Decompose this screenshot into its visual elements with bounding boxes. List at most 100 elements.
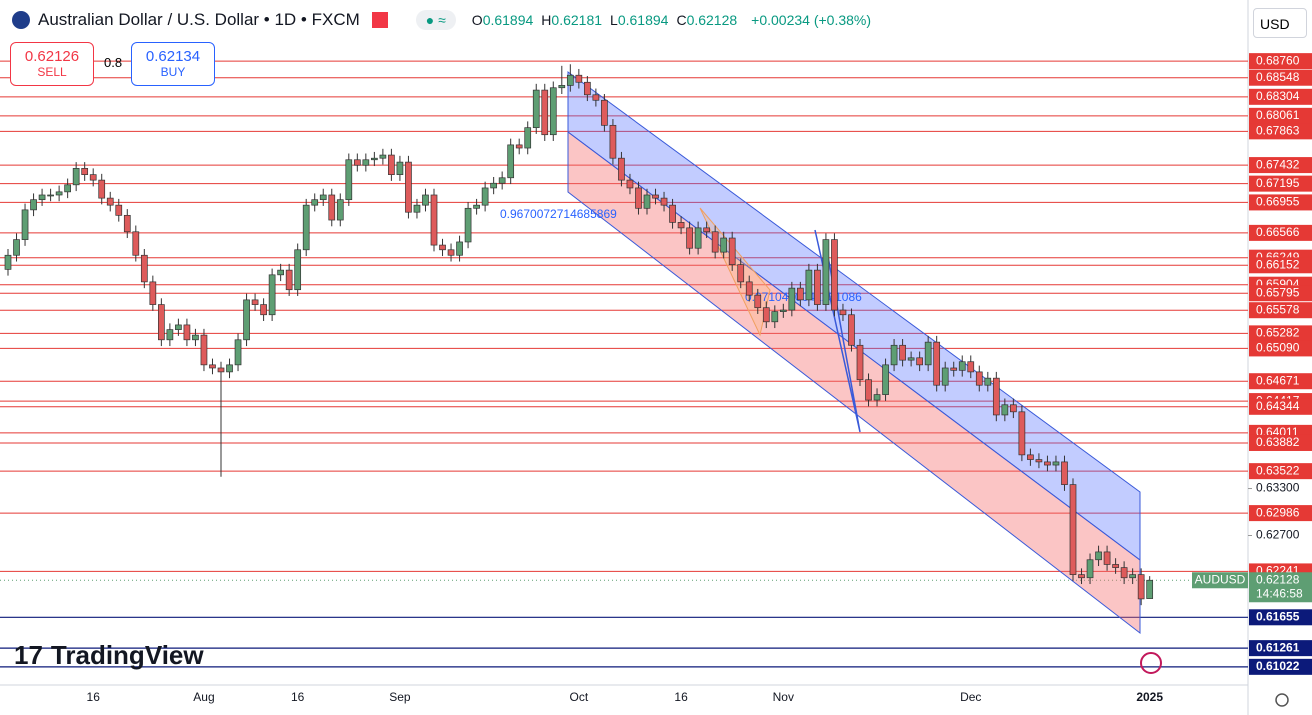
candle-body bbox=[396, 161, 404, 175]
candle-body bbox=[1137, 574, 1145, 600]
candle-body bbox=[839, 309, 847, 316]
candle-body bbox=[149, 281, 157, 305]
alert-icon[interactable] bbox=[371, 12, 388, 28]
logo-mark: 17 bbox=[14, 640, 43, 670]
candle-body bbox=[405, 161, 412, 213]
candle-body bbox=[302, 204, 310, 251]
candle-body bbox=[243, 299, 250, 341]
ohlc-key: C bbox=[676, 12, 687, 28]
level-label: 0.68548 bbox=[1256, 70, 1300, 84]
level-label-box bbox=[1249, 69, 1312, 86]
ohlc-value: 0.61894 bbox=[617, 12, 669, 28]
candle-body bbox=[192, 334, 199, 341]
candle-body bbox=[720, 237, 728, 253]
candle-body bbox=[652, 194, 659, 199]
candle-body bbox=[413, 204, 421, 213]
ohlc-key: H bbox=[541, 12, 552, 28]
candle-body bbox=[447, 249, 455, 256]
level-label: 0.61655 bbox=[1256, 609, 1300, 623]
level-label-box bbox=[1249, 325, 1312, 342]
candle-body bbox=[592, 94, 600, 101]
candle-body bbox=[882, 364, 889, 395]
level-label-box bbox=[1249, 257, 1312, 274]
candle-body bbox=[575, 74, 583, 83]
candle-body bbox=[694, 227, 702, 249]
candle-body bbox=[686, 227, 693, 249]
level-label: 0.66955 bbox=[1256, 195, 1300, 209]
candle-body bbox=[123, 214, 131, 233]
candle-body bbox=[856, 344, 864, 381]
candle-body bbox=[584, 81, 591, 96]
x-tick-label: 16 bbox=[87, 690, 101, 704]
countdown: 14:46:58 bbox=[1256, 586, 1303, 600]
candle-body bbox=[175, 324, 182, 330]
candle-body bbox=[379, 154, 387, 159]
candle-body bbox=[669, 204, 676, 223]
candle-body bbox=[464, 207, 472, 243]
candle-body bbox=[992, 377, 1000, 416]
annotation: 0.9670072714685869 bbox=[500, 207, 617, 221]
candle-body bbox=[848, 314, 855, 346]
settings-icon[interactable] bbox=[1275, 693, 1289, 707]
candle-body bbox=[626, 179, 634, 189]
ohlc-value: 0.61894 bbox=[482, 12, 534, 28]
candle-body bbox=[158, 304, 165, 341]
ohlc-value: 0.62181 bbox=[551, 12, 603, 28]
candle-body bbox=[805, 269, 813, 301]
candle-body bbox=[362, 159, 370, 166]
candle-body bbox=[711, 231, 719, 253]
candle-body bbox=[771, 311, 779, 323]
level-label-box bbox=[1249, 107, 1312, 124]
candle-body bbox=[831, 239, 838, 311]
news-icon[interactable] bbox=[1140, 652, 1162, 674]
level-label-box bbox=[1249, 53, 1312, 70]
candle-body bbox=[899, 344, 906, 361]
candle-body bbox=[1027, 454, 1034, 460]
candle-body bbox=[541, 89, 549, 136]
candle-body bbox=[814, 269, 821, 305]
candle-body bbox=[916, 357, 923, 366]
buy-button[interactable]: 0.62134 BUY bbox=[131, 42, 215, 86]
level-label-box bbox=[1249, 285, 1312, 302]
candle-body bbox=[745, 281, 753, 296]
buy-price: 0.62134 bbox=[145, 48, 201, 65]
candle-body bbox=[422, 194, 429, 206]
candle-body bbox=[481, 187, 489, 206]
channel-lower bbox=[567, 131, 1141, 635]
spread: 0.8 bbox=[104, 55, 123, 70]
candle-body bbox=[72, 168, 80, 186]
level-label-box bbox=[1249, 373, 1312, 390]
ohlc: O0.61894 H0.62181 L0.61894 C0.62128 bbox=[472, 12, 745, 28]
level-label: 0.62986 bbox=[1256, 505, 1300, 519]
candle-body bbox=[609, 124, 617, 159]
level-label: 0.61022 bbox=[1256, 659, 1300, 673]
logo: 17 TradingView bbox=[14, 640, 204, 671]
candle-body bbox=[430, 194, 438, 246]
level-label: 0.66566 bbox=[1256, 225, 1300, 239]
buy-label: BUY bbox=[160, 65, 186, 79]
candle-body bbox=[532, 89, 540, 129]
candle-body bbox=[260, 304, 267, 316]
candle-body bbox=[1010, 404, 1017, 413]
candle-body bbox=[1044, 461, 1051, 466]
candle-body bbox=[737, 264, 745, 283]
candle-body bbox=[660, 197, 668, 206]
candle-body bbox=[1001, 404, 1009, 416]
candle-body bbox=[558, 85, 566, 89]
candle-body bbox=[566, 74, 574, 86]
sell-button[interactable]: 0.62126 SELL bbox=[10, 42, 94, 86]
candle-body bbox=[132, 231, 140, 256]
status-pill[interactable]: ● ≈ bbox=[415, 10, 456, 30]
level-label-box bbox=[1249, 123, 1312, 140]
currency-button[interactable]: USD bbox=[1253, 8, 1307, 38]
candle-body bbox=[907, 357, 915, 361]
candle-body bbox=[98, 179, 106, 199]
level-label-box bbox=[1249, 88, 1312, 105]
logo-text: TradingView bbox=[50, 640, 204, 670]
candle-body bbox=[89, 174, 97, 181]
candle-body bbox=[200, 334, 208, 366]
y-tick-label: 0.63300 bbox=[1256, 481, 1300, 495]
level-label-box bbox=[1249, 194, 1312, 211]
level-label: 0.65090 bbox=[1256, 341, 1300, 355]
